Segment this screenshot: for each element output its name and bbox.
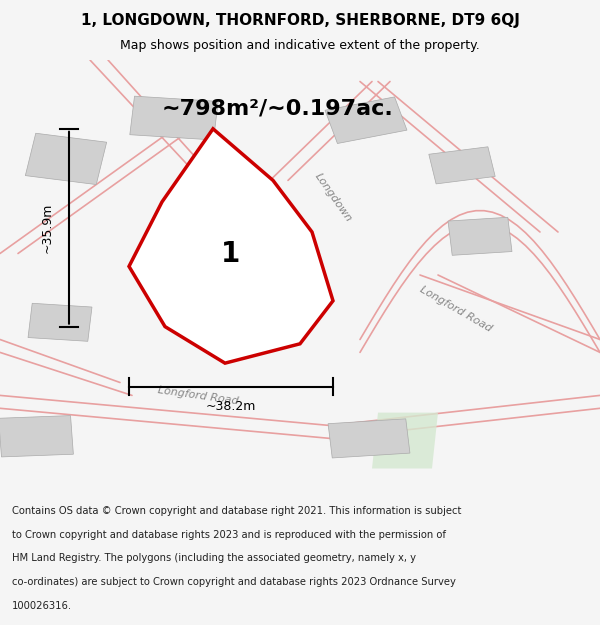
Text: HM Land Registry. The polygons (including the associated geometry, namely x, y: HM Land Registry. The polygons (includin… <box>12 554 416 564</box>
Text: Longdown: Longdown <box>313 171 353 224</box>
Polygon shape <box>328 419 410 458</box>
Text: Map shows position and indicative extent of the property.: Map shows position and indicative extent… <box>120 39 480 52</box>
Text: co-ordinates) are subject to Crown copyright and database rights 2023 Ordnance S: co-ordinates) are subject to Crown copyr… <box>12 577 456 587</box>
Text: 1, LONGDOWN, THORNFORD, SHERBORNE, DT9 6QJ: 1, LONGDOWN, THORNFORD, SHERBORNE, DT9 6… <box>80 13 520 28</box>
Polygon shape <box>130 96 218 140</box>
Text: Contains OS data © Crown copyright and database right 2021. This information is : Contains OS data © Crown copyright and d… <box>12 506 461 516</box>
Text: 100026316.: 100026316. <box>12 601 72 611</box>
Text: to Crown copyright and database rights 2023 and is reproduced with the permissio: to Crown copyright and database rights 2… <box>12 530 446 540</box>
Text: 1: 1 <box>221 239 241 268</box>
Polygon shape <box>429 147 495 184</box>
Polygon shape <box>25 133 107 184</box>
Polygon shape <box>129 129 333 363</box>
Polygon shape <box>28 303 92 341</box>
Text: Longford Road: Longford Road <box>418 285 494 334</box>
Polygon shape <box>448 217 512 255</box>
Text: ~798m²/~0.197ac.: ~798m²/~0.197ac. <box>162 99 394 119</box>
Text: Longford Road: Longford Road <box>157 385 239 406</box>
Text: ~38.2m: ~38.2m <box>206 400 256 412</box>
Polygon shape <box>0 416 73 457</box>
Polygon shape <box>325 97 407 144</box>
Polygon shape <box>181 273 239 311</box>
Text: ~35.9m: ~35.9m <box>41 202 54 253</box>
Polygon shape <box>372 412 438 469</box>
